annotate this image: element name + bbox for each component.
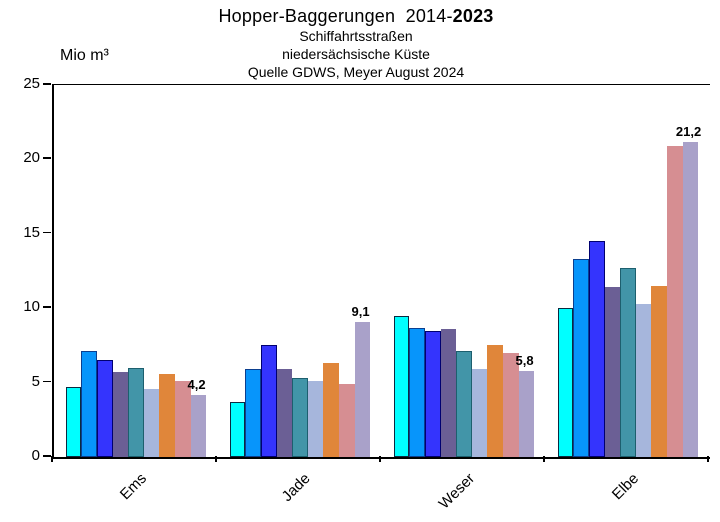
bar-jade-series-7: [323, 363, 340, 457]
bar-weser-series-9: [518, 370, 535, 457]
chart-title-prefix: Hopper-Baggerungen 2014-: [218, 6, 453, 26]
bar-ems-series-2: [81, 351, 97, 457]
bar-elbe-series-8: [667, 146, 683, 457]
x-axis-tick: [51, 456, 53, 462]
bar-jade-series-3: [260, 345, 277, 457]
bar-weser-series-5: [456, 351, 472, 457]
bar-elbe-series-2: [573, 259, 589, 457]
bar-ems-series-1: [65, 387, 82, 457]
bar-ems-series-9: [190, 394, 207, 457]
x-axis-label-elbe: Elbe: [608, 470, 643, 504]
bar-weser-series-6: [471, 369, 488, 457]
y-axis-tick-label: 15: [23, 223, 40, 241]
bar-jade-series-8: [339, 384, 355, 457]
bar-elbe-series-6: [635, 303, 652, 457]
bar-elbe-series-1: [557, 308, 574, 457]
x-axis-label-ems: Ems: [116, 470, 151, 504]
chart-subtitle-3: Quelle GDWS, Meyer August 2024: [247, 64, 465, 80]
bar-value-label-weser: 5,8: [515, 352, 534, 368]
y-axis-tick: [43, 83, 51, 85]
bar-ems-series-6: [143, 388, 160, 457]
bar-ems-series-8: [175, 381, 191, 457]
y-axis-tick-label: 20: [23, 149, 40, 167]
chart-title: Hopper-Baggerungen 2014-2023: [0, 6, 712, 27]
bar-jade-series-9: [354, 321, 371, 457]
bar-ems-series-4: [112, 372, 129, 457]
bar-ems-series-3: [96, 360, 113, 457]
x-axis-tick: [543, 456, 545, 462]
chart-subtitle-1: Schiffahrtsstraßen: [299, 28, 413, 44]
y-axis-tick-label: 10: [23, 298, 40, 316]
bar-weser-series-7: [487, 345, 504, 457]
plot-area: 4,2 9,1 5,8 21,2: [52, 84, 710, 459]
bar-ems-series-5: [128, 367, 144, 457]
x-axis-label-weser: Weser: [435, 470, 479, 513]
y-axis-tick-label: 5: [31, 372, 40, 390]
bar-jade-series-6: [307, 381, 324, 457]
bar-elbe-series-9: [682, 141, 699, 457]
y-axis-tick-label: 25: [23, 75, 40, 92]
y-axis-unit-label: Mio m³: [60, 47, 109, 64]
bar-jade-series-1: [229, 401, 246, 457]
bar-jade-series-5: [292, 378, 308, 457]
bar-elbe-series-4: [604, 287, 621, 457]
bar-jade-series-2: [245, 369, 261, 457]
bar-weser-series-2: [409, 327, 425, 457]
bar-weser-series-8: [503, 352, 519, 457]
bar-value-label-elbe: 21,2: [675, 123, 702, 139]
x-axis-tick: [215, 456, 217, 462]
x-axis-label-jade: Jade: [278, 470, 315, 506]
bar-elbe-series-5: [620, 268, 636, 457]
x-axis-tick: [707, 456, 709, 462]
bar-weser-series-1: [393, 315, 410, 457]
x-axis-tick: [379, 456, 381, 462]
bar-elbe-series-3: [588, 241, 605, 457]
y-axis-tick: [43, 380, 51, 383]
bar-ems-series-7: [159, 373, 176, 457]
chart-title-block: Hopper-Baggerungen 2014-2023 Schiffahrts…: [0, 6, 712, 81]
bar-weser-series-3: [424, 330, 441, 457]
bar-jade-series-4: [276, 369, 293, 457]
bar-elbe-series-7: [651, 285, 668, 457]
bar-value-label-jade: 9,1: [351, 303, 370, 319]
bar-value-label-ems: 4,2: [187, 376, 206, 392]
y-axis-tick: [43, 231, 51, 234]
y-axis-tick: [43, 455, 51, 457]
chart-subtitle-2: niedersächsische Küste: [282, 46, 430, 62]
y-axis-tick-label: 0: [31, 447, 40, 464]
y-axis-tick: [43, 157, 51, 159]
y-axis-tick: [43, 306, 51, 308]
chart-title-bold-year: 2023: [452, 6, 494, 26]
bar-weser-series-4: [440, 329, 457, 457]
